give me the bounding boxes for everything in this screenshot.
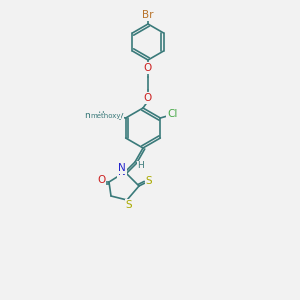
Text: O: O [110,111,118,121]
Text: N: N [118,163,126,173]
Text: Br: Br [142,10,154,20]
Text: S: S [126,200,132,210]
Text: methoxy: methoxy [90,113,121,119]
Text: O: O [97,175,105,185]
Text: methoxy: methoxy [84,112,124,121]
Text: S: S [146,176,152,186]
Text: O: O [144,93,152,103]
Text: N: N [118,167,126,177]
Text: Cl: Cl [167,109,178,119]
Text: O: O [144,63,152,73]
Text: H: H [138,161,144,170]
